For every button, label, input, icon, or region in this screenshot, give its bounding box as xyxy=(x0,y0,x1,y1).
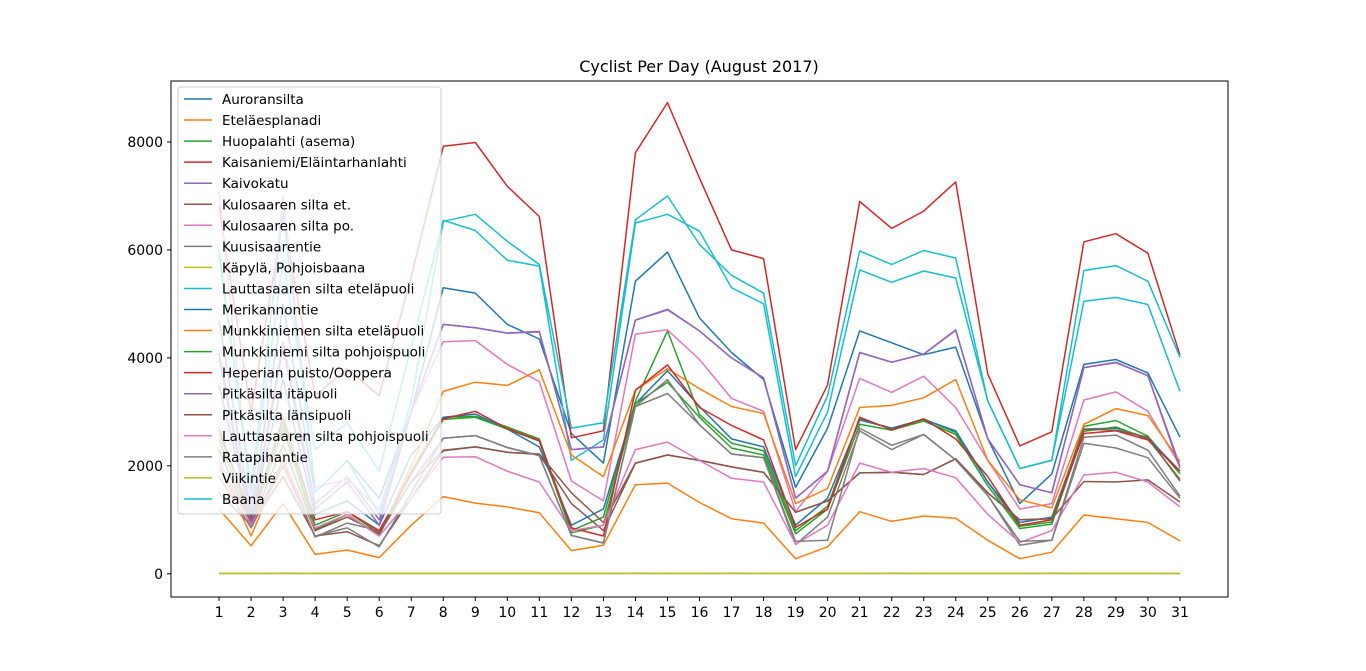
series-line-18 xyxy=(218,378,1181,548)
y-tick-label: 4000 xyxy=(127,351,163,367)
legend-entry: Pitkäsilta itäpuoli xyxy=(222,387,337,403)
x-tick-label: 19 xyxy=(787,605,805,621)
x-tick-label: 29 xyxy=(1107,605,1125,621)
x-tick-label: 5 xyxy=(343,605,352,621)
x-tick-label: 24 xyxy=(947,605,965,621)
x-tick-label: 2 xyxy=(247,605,256,621)
legend-entry: Heperian puisto/Ooppera xyxy=(222,366,392,382)
series-line-17 xyxy=(218,441,1181,545)
x-tick-label: 3 xyxy=(279,605,288,621)
x-tick-label: 4 xyxy=(311,605,320,621)
series-line-15 xyxy=(218,309,1181,526)
x-tick-label: 12 xyxy=(562,605,580,621)
x-tick-label: 22 xyxy=(883,605,901,621)
x-tick-label: 26 xyxy=(1011,605,1029,621)
x-tick-label: 14 xyxy=(627,605,645,621)
x-tick-label: 25 xyxy=(979,605,997,621)
x-tick-label: 9 xyxy=(471,605,480,621)
y-tick-label: 0 xyxy=(154,567,163,583)
series-line-14 xyxy=(218,364,1181,537)
legend-entry: Lauttasaaren silta eteläpuoli xyxy=(222,281,414,297)
x-tick-label: 1 xyxy=(215,605,224,621)
x-tick-label: 6 xyxy=(375,605,384,621)
y-tick-label: 8000 xyxy=(127,135,163,151)
legend-entry: Huopalahti (asema) xyxy=(222,134,355,150)
x-tick-label: 13 xyxy=(594,605,612,621)
legend-entry: Kaivokatu xyxy=(222,176,289,192)
legend-entry: Kaisaniemi/Eläintarhanlahti xyxy=(222,155,407,171)
x-tick-label: 10 xyxy=(498,605,516,621)
legend-entry: Kulosaaren silta et. xyxy=(222,197,351,213)
x-tick-label: 28 xyxy=(1075,605,1093,621)
x-tick-label: 15 xyxy=(659,605,677,621)
x-tick-label: 8 xyxy=(439,605,448,621)
x-tick-label: 7 xyxy=(407,605,416,621)
x-tick-label: 18 xyxy=(755,605,773,621)
legend-entry: Eteläesplanadi xyxy=(222,113,321,129)
legend-entry: Ratapihantie xyxy=(222,450,308,466)
legend-entry: Auroransilta xyxy=(222,92,304,108)
legend-entry: Munkkiniemen silta eteläpuoli xyxy=(222,324,424,340)
x-tick-label: 30 xyxy=(1139,605,1157,621)
y-axis: 0 2000 4000 6000 8000 xyxy=(127,135,171,583)
x-tick-label: 21 xyxy=(851,605,869,621)
legend-entry: Käpylä, Pohjoisbaana xyxy=(222,260,365,276)
series-layer xyxy=(218,101,1181,575)
x-tick-label: 23 xyxy=(915,605,933,621)
y-tick-label: 6000 xyxy=(127,243,163,259)
legend-entry: Kuusisaarentie xyxy=(222,239,321,255)
x-tick-label: 11 xyxy=(530,605,548,621)
series-line-2 xyxy=(218,482,1181,560)
x-tick-label: 20 xyxy=(819,605,837,621)
legend-entry: Kulosaaren silta po. xyxy=(222,218,354,234)
x-axis: 1 2 3 4 5 6 7 8 9 10 11 12 13 14 15 16 17 18 19 20 21 22 23 24 2… xyxy=(215,597,1189,621)
chart-title: Cyclist Per Day (August 2017) xyxy=(579,57,819,76)
legend-entry: Viikintie xyxy=(222,471,276,487)
legend-entry: Merikannontie xyxy=(222,303,318,319)
x-tick-label: 17 xyxy=(723,605,741,621)
x-tick-label: 27 xyxy=(1043,605,1061,621)
legend: Auroransilta Eteläesplanadi Huopalahti (as… xyxy=(177,86,442,515)
legend-entry: Lauttasaaren silta pohjoispuoli xyxy=(222,429,429,445)
y-tick-label: 2000 xyxy=(127,459,163,475)
legend-box xyxy=(177,86,442,515)
legend-entry: Baana xyxy=(222,492,265,508)
legend-entry: Munkkiniemi silta pohjoispuoli xyxy=(222,345,425,361)
x-tick-label: 16 xyxy=(691,605,709,621)
x-tick-label: 31 xyxy=(1171,605,1189,621)
legend-entry: Pitkäsilta länsipuoli xyxy=(222,408,351,424)
